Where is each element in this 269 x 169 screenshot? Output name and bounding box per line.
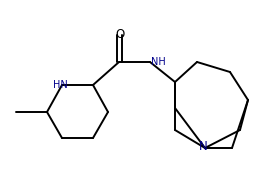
Text: N: N (199, 140, 207, 153)
Text: NH: NH (151, 57, 165, 67)
Text: O: O (115, 28, 125, 41)
Text: HN: HN (53, 80, 67, 90)
